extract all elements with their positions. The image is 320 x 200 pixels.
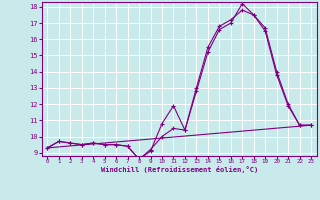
X-axis label: Windchill (Refroidissement éolien,°C): Windchill (Refroidissement éolien,°C) [100,166,258,173]
